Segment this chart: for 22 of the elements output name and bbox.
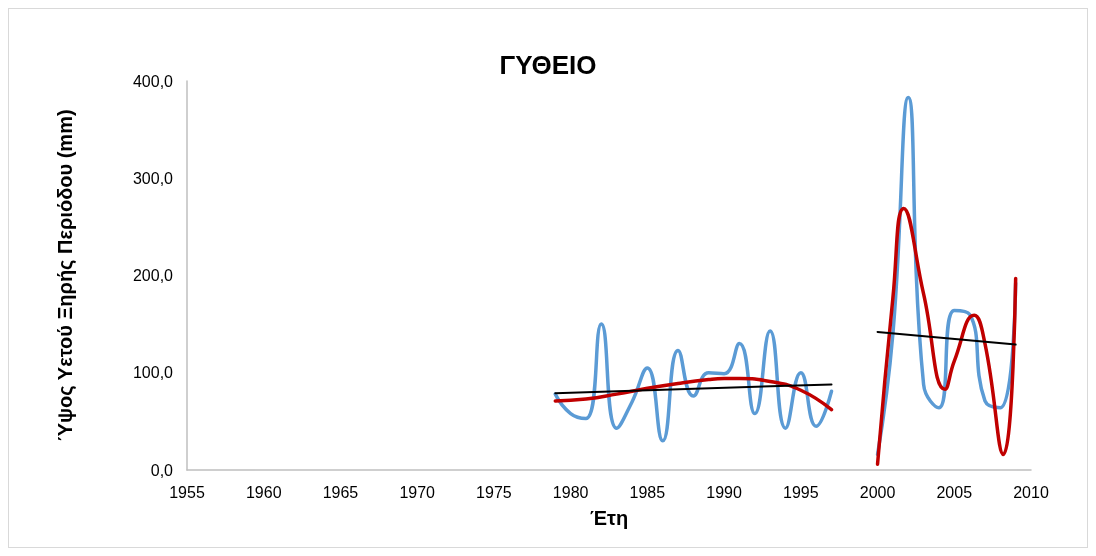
- x-tick-label: 1975: [476, 483, 512, 501]
- y-tick-label: 100,0: [132, 364, 174, 382]
- y-tick-label: 400,0: [132, 72, 174, 90]
- x-tick-label: 1980: [552, 483, 589, 501]
- x-tick-label: 1955: [169, 483, 205, 501]
- y-tick-label: 0,0: [150, 461, 174, 479]
- line-series: [875, 206, 1018, 466]
- x-tick-label: 1995: [783, 483, 819, 501]
- x-tick-label: 2005: [936, 483, 973, 501]
- line-series: [553, 376, 834, 412]
- y-tick-label: 300,0: [132, 169, 174, 187]
- y-axis-title: Ύψος Υετού Ξηρής Περιόδου (mm): [54, 109, 76, 442]
- x-tick-label: 1965: [322, 483, 359, 501]
- x-tick-label: 1970: [399, 483, 436, 501]
- chart-title: ΓΥΘΕΙΟ: [499, 50, 597, 80]
- x-tick-label: 1985: [629, 483, 666, 501]
- x-tick-label: 1990: [706, 483, 742, 501]
- y-tick-label: 200,0: [132, 267, 174, 284]
- x-tick-label: 2000: [859, 483, 896, 501]
- x-axis-title: Έτη: [589, 507, 629, 529]
- x-tick-label: 1960: [245, 483, 282, 501]
- x-tick-label: 2010: [1013, 483, 1049, 501]
